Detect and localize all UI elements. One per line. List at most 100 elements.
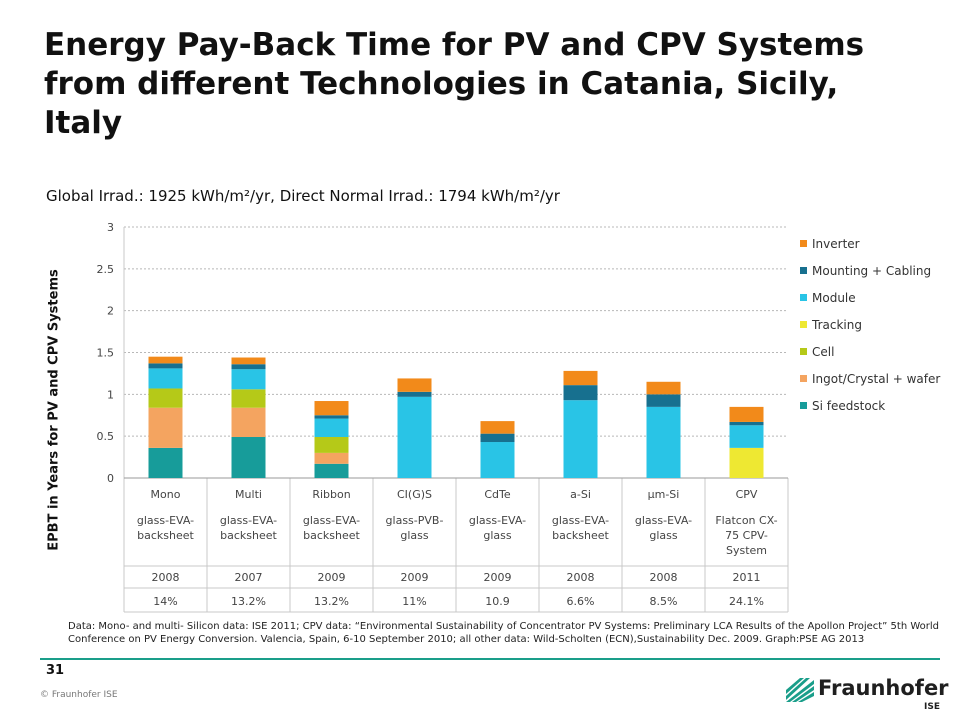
encapsulation-label: 75 CPV-: [725, 529, 768, 542]
bar-segment: [231, 364, 266, 370]
category-label: CI(G)S: [397, 488, 432, 501]
efficiency-label: 24.1%: [729, 595, 764, 608]
bar-segment: [314, 418, 349, 438]
legend-label: Inverter: [812, 236, 860, 251]
efficiency-label: 8.5%: [650, 595, 678, 608]
legend-label: Si feedstock: [812, 398, 886, 413]
y-tick-label: 2.5: [97, 263, 115, 276]
data-source-footnote: Data: Mono- and multi- Silicon data: ISE…: [68, 621, 940, 645]
copyright-notice: © Fraunhofer ISE: [40, 690, 118, 700]
bar-segment: [729, 447, 764, 478]
y-tick-label: 0: [107, 472, 114, 485]
efficiency-label: 10.9: [485, 595, 510, 608]
bar-segment: [646, 381, 681, 395]
category-label: CdTe: [484, 488, 511, 501]
encapsulation-label: glass-PVB-: [386, 514, 444, 527]
bar-segment: [148, 407, 183, 448]
bar-segment: [231, 389, 266, 408]
encapsulation-label: backsheet: [552, 529, 609, 542]
bar-segment: [314, 437, 349, 453]
legend-swatch: [800, 348, 807, 355]
footer-divider: [40, 658, 940, 660]
bar-segment: [148, 447, 183, 478]
bar-segment: [480, 442, 515, 478]
legend-swatch: [800, 294, 807, 301]
page-number: 31: [46, 663, 65, 678]
bar-segment: [148, 356, 183, 364]
encapsulation-label: backsheet: [303, 529, 360, 542]
bar-segment: [314, 452, 349, 464]
bar-segment: [729, 425, 764, 448]
slide-title: Energy Pay-Back Time for PV and CPV Syst…: [44, 27, 865, 141]
bar-segment: [314, 401, 349, 416]
year-label: 2008: [567, 571, 595, 584]
chart-subtitle: Global Irrad.: 1925 kWh/m²/yr, Direct No…: [46, 187, 560, 205]
legend-swatch: [800, 267, 807, 274]
encapsulation-label: backsheet: [220, 529, 277, 542]
bar-segment: [729, 421, 764, 426]
encapsulation-label: Flatcon CX-: [715, 514, 777, 527]
bar-segment: [563, 370, 598, 386]
chart-canvas: 0 0.5 1 1.5 2 2.5 3 Mono glass-EVA-backsheet 2008…: [97, 221, 789, 613]
fraunhofer-logo-icon: [786, 678, 814, 702]
legend-swatch: [800, 321, 807, 328]
bar-segment: [231, 437, 266, 478]
bar-segment: [646, 406, 681, 478]
legend-swatch: [800, 240, 807, 247]
bar-segment: [397, 378, 432, 392]
year-label: 2009: [401, 571, 429, 584]
y-tick-label: 2: [107, 305, 114, 318]
legend-item: Module: [800, 284, 940, 311]
category-label: CPV: [736, 488, 758, 501]
bar-segment: [397, 396, 432, 478]
encapsulation-label: glass-EVA-: [220, 514, 277, 527]
fraunhofer-logo: Fraunhofer ISE: [786, 676, 949, 720]
encapsulation-label: backsheet: [137, 529, 194, 542]
bar-segment: [480, 421, 515, 434]
encapsulation-label: glass: [649, 529, 678, 542]
encapsulation-label: System: [726, 544, 767, 557]
bar-segment: [314, 415, 349, 419]
y-tick-label: 1.5: [97, 347, 115, 360]
bar-segment: [646, 394, 681, 407]
chart-legend: Inverter Mounting + Cabling Module Tracking…: [800, 230, 940, 419]
bar-segment: [231, 369, 266, 390]
legend-swatch: [800, 402, 807, 409]
legend-item: Mounting + Cabling: [800, 257, 940, 284]
y-tick-label: 3: [107, 221, 114, 234]
year-label: 2008: [650, 571, 678, 584]
encapsulation-label: glass-EVA-: [137, 514, 194, 527]
year-label: 2009: [318, 571, 346, 584]
bar-segment: [480, 433, 515, 443]
encapsulation-label: glass: [483, 529, 512, 542]
encapsulation-label: glass-EVA-: [469, 514, 526, 527]
year-label: 2008: [152, 571, 180, 584]
category-label: Mono: [151, 488, 181, 501]
year-label: 2011: [733, 571, 761, 584]
year-label: 2007: [235, 571, 263, 584]
legend-item: Inverter: [800, 230, 940, 257]
legend-label: Ingot/Crystal + wafer: [812, 371, 941, 386]
y-tick-label: 0.5: [97, 430, 115, 443]
encapsulation-label: glass: [400, 529, 429, 542]
category-label: Multi: [235, 488, 262, 501]
category-label: a-Si: [570, 488, 591, 501]
efficiency-label: 14%: [153, 595, 177, 608]
efficiency-label: 13.2%: [314, 595, 349, 608]
brand-sub: ISE: [924, 702, 940, 712]
legend-item: Ingot/Crystal + wafer: [800, 365, 940, 392]
brand-name: Fraunhofer: [818, 676, 949, 700]
bar-segment: [563, 400, 598, 478]
bar-segment: [148, 388, 183, 408]
legend-item: Tracking: [800, 311, 940, 338]
efficiency-label: 13.2%: [231, 595, 266, 608]
legend-item: Cell: [800, 338, 940, 365]
bar-segment: [231, 357, 266, 365]
legend-label: Tracking: [812, 317, 862, 332]
legend-label: Mounting + Cabling: [812, 263, 932, 278]
efficiency-label: 6.6%: [567, 595, 595, 608]
bar-segment: [563, 385, 598, 401]
category-label: µm-Si: [648, 488, 680, 501]
y-tick-label: 1: [107, 388, 114, 401]
bar-segment: [148, 368, 183, 389]
